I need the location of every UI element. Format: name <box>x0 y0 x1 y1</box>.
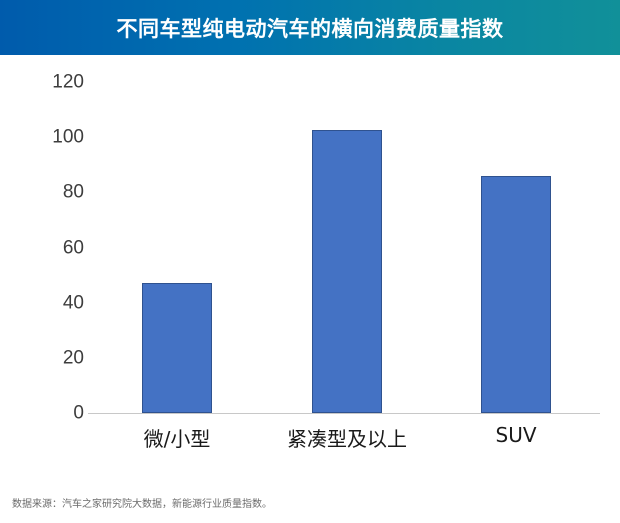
y-tick-label: 0 <box>73 402 84 424</box>
y-tick-label: 60 <box>62 237 84 259</box>
x-axis-categories: 微/小型 紧凑型及以上 SUV <box>88 417 600 465</box>
bar-series-item <box>481 176 551 413</box>
y-axis: 120 100 80 60 40 20 0 <box>0 55 84 467</box>
chart-footer: 数据来源：汽车之家研究院大数据，新能源行业质量指数。 <box>0 467 620 523</box>
chart-plot-area: 120 100 80 60 40 20 0 微/小型 紧凑型及以上 SUV <box>0 55 620 467</box>
bar-series-item <box>142 283 212 413</box>
page-title: 不同车型纯电动汽车的横向消费质量指数 <box>116 16 504 41</box>
bar-series-item <box>312 130 382 413</box>
x-category-label: 微/小型 <box>143 427 211 451</box>
x-axis-line <box>88 413 600 414</box>
x-category-label: 紧凑型及以上 <box>287 427 407 451</box>
y-tick-label: 100 <box>52 126 84 148</box>
chart-header-bar: 不同车型纯电动汽车的横向消费质量指数 <box>0 0 620 55</box>
y-tick-label: 80 <box>62 181 84 203</box>
bars-container <box>88 55 600 413</box>
x-category-label: SUV <box>495 423 537 447</box>
y-tick-label: 120 <box>52 71 84 93</box>
y-tick-label: 20 <box>62 347 84 369</box>
y-tick-label: 40 <box>62 292 84 314</box>
source-note: 数据来源：汽车之家研究院大数据，新能源行业质量指数。 <box>12 499 272 510</box>
